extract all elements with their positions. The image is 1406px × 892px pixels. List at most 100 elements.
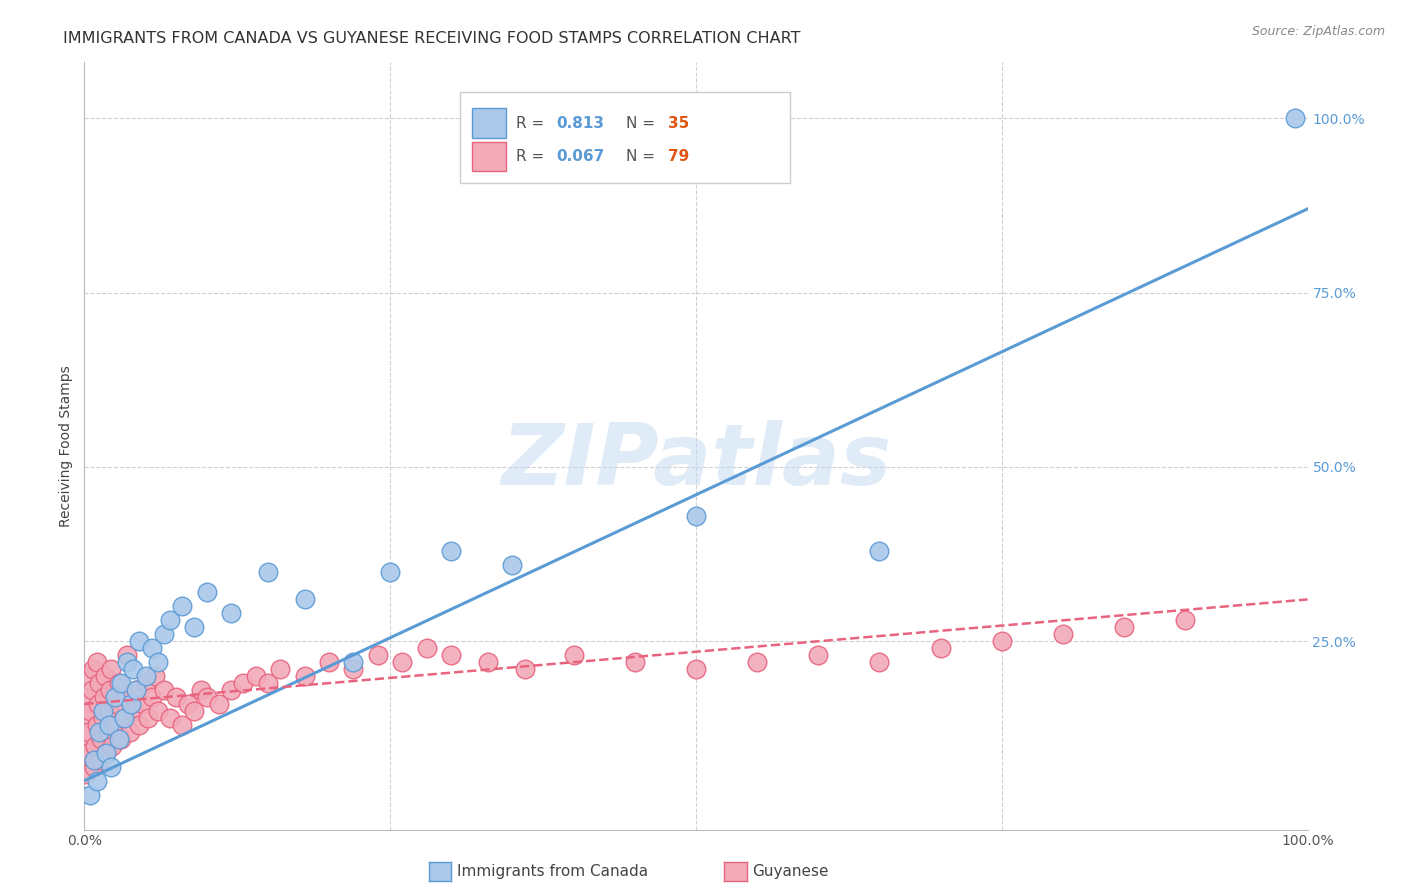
Point [153, 627, 176, 641]
Point [73, 711, 96, 725]
Bar [472, 109, 506, 137]
Point [75, 766, 97, 780]
Text: Source: ZipAtlas.com: Source: ZipAtlas.com [1251, 25, 1385, 38]
Point [685, 508, 707, 523]
Text: IMMIGRANTS FROM CANADA VS GUYANESE RECEIVING FOOD STAMPS CORRELATION CHART: IMMIGRANTS FROM CANADA VS GUYANESE RECEI… [63, 31, 801, 46]
Point [1052, 627, 1074, 641]
Point [219, 607, 242, 621]
Point [100, 760, 122, 774]
Point [318, 655, 340, 669]
Point [87, 676, 110, 690]
Point [1284, 112, 1306, 126]
Point [747, 655, 769, 669]
Point [128, 718, 150, 732]
Point [146, 655, 169, 669]
Point [143, 669, 166, 683]
Point [97, 725, 120, 739]
Point [416, 641, 439, 656]
Text: Immigrants from Canada: Immigrants from Canada [457, 864, 648, 879]
Point [79, 788, 101, 802]
Point [342, 655, 364, 669]
Point [86, 655, 108, 669]
Point [257, 565, 280, 579]
Point [624, 655, 647, 669]
Point [73, 690, 96, 704]
Point [77, 725, 100, 739]
Text: Guyanese: Guyanese [752, 864, 828, 879]
Point [112, 711, 135, 725]
Point [380, 565, 402, 579]
Point [128, 634, 150, 648]
Point [79, 704, 101, 718]
Point [93, 690, 115, 704]
Point [115, 648, 138, 663]
Point [245, 669, 267, 683]
Point [91, 704, 114, 718]
Text: N =: N = [626, 149, 661, 164]
Point [562, 648, 585, 663]
Point [294, 669, 316, 683]
Point [136, 711, 159, 725]
Point [96, 746, 118, 760]
Point [141, 641, 163, 656]
Point [87, 697, 110, 711]
Point [208, 697, 231, 711]
Point [107, 731, 129, 746]
Point [183, 704, 205, 718]
Text: R =: R = [516, 116, 550, 130]
Point [73, 669, 96, 683]
Point [869, 543, 891, 558]
Y-axis label: Receiving Food Stamps: Receiving Food Stamps [59, 365, 73, 527]
Point [132, 697, 155, 711]
Text: 0.813: 0.813 [557, 116, 605, 130]
Text: 79: 79 [668, 149, 689, 164]
Point [190, 683, 212, 698]
Point [98, 683, 121, 698]
Point [115, 655, 138, 669]
Bar [472, 142, 506, 171]
Point [110, 676, 132, 690]
Point [105, 697, 128, 711]
Point [135, 669, 157, 683]
Point [367, 648, 389, 663]
Point [294, 592, 316, 607]
Point [869, 655, 891, 669]
Point [87, 725, 110, 739]
Text: R =: R = [516, 149, 550, 164]
Point [86, 718, 108, 732]
Point [269, 662, 291, 676]
Point [112, 711, 135, 725]
Point [73, 731, 96, 746]
Point [101, 739, 124, 753]
Text: ZIPatlas: ZIPatlas [501, 420, 891, 503]
Point [1174, 613, 1197, 627]
Point [807, 648, 830, 663]
Point [122, 704, 145, 718]
Point [104, 690, 127, 704]
Point [929, 641, 952, 656]
Point [195, 585, 218, 599]
Point [172, 599, 194, 614]
Point [80, 683, 103, 698]
Point [135, 676, 157, 690]
Point [107, 676, 129, 690]
Text: 0.067: 0.067 [557, 149, 605, 164]
Point [86, 773, 108, 788]
Point [342, 662, 364, 676]
Text: N =: N = [626, 116, 661, 130]
Point [89, 753, 111, 767]
Point [125, 683, 148, 698]
Point [100, 662, 122, 676]
Point [195, 690, 218, 704]
Point [104, 718, 127, 732]
Point [110, 731, 132, 746]
Point [440, 648, 463, 663]
Point [97, 718, 120, 732]
Point [685, 662, 707, 676]
Point [219, 683, 242, 698]
Point [120, 697, 142, 711]
Point [991, 634, 1014, 648]
FancyBboxPatch shape [460, 93, 790, 183]
Point [513, 662, 536, 676]
Point [90, 731, 112, 746]
